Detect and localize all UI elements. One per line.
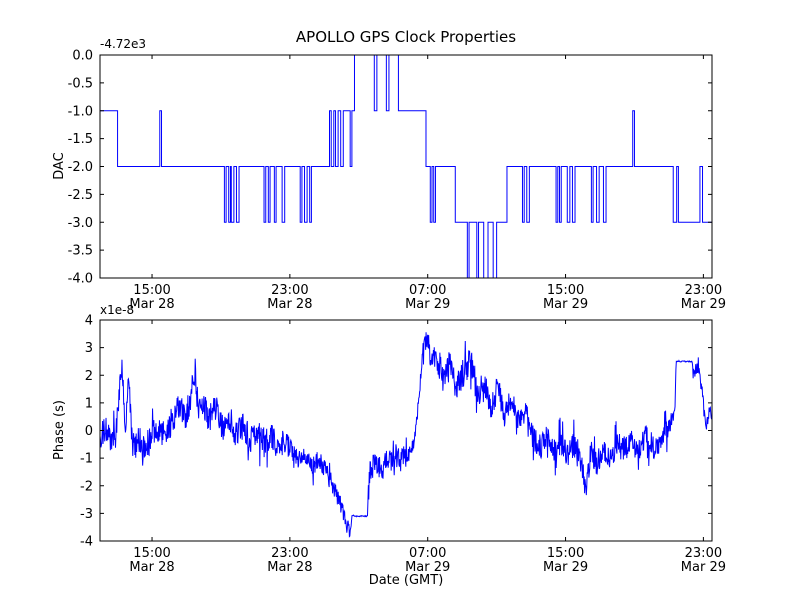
y-tick-label: 3 <box>85 341 93 356</box>
y-tick-label: 4 <box>85 314 93 329</box>
y-tick-label: 2 <box>85 369 93 384</box>
y-tick-label: -1 <box>80 452 93 467</box>
top-subplot: 0.0 -0.5 -1.0 -1.5 -2.0 -2.5 -3.0 -3.5 -4.0 15:00… <box>68 49 726 313</box>
x-tick-date-label: Mar 28 <box>267 297 312 312</box>
x-tick-time-label: 23:00 <box>685 283 722 298</box>
x-tick-date-label: Mar 29 <box>405 560 450 575</box>
x-tick-date-label: Mar 29 <box>543 560 588 575</box>
dac-line <box>100 55 712 278</box>
dac-axis-label: DAC <box>52 152 67 180</box>
y-tick-label: -3 <box>80 507 93 522</box>
y-tick-label: -2.0 <box>68 160 93 175</box>
x-tick-date-label: Mar 28 <box>267 560 312 575</box>
phase-scale-label: x1e-8 <box>100 303 134 317</box>
y-tick-label: -0.5 <box>68 76 93 91</box>
y-tick-label: 0 <box>85 424 93 439</box>
x-tick-date-label: Mar 29 <box>543 297 588 312</box>
x-tick-time-label: 23:00 <box>271 546 308 561</box>
y-tick-label: -3.0 <box>68 216 93 231</box>
phase-axis-label: Phase (s) <box>52 400 67 460</box>
phase-line <box>100 332 712 538</box>
x-axis-label: Date (GMT) <box>369 573 444 588</box>
y-tick-label: -2.5 <box>68 188 93 203</box>
y-tick-label: -4.0 <box>68 272 93 287</box>
x-tick-time-label: 07:00 <box>409 546 446 561</box>
x-tick-time-label: 15:00 <box>133 283 170 298</box>
y-tick-label: -1.5 <box>68 132 93 147</box>
x-tick-time-label: 07:00 <box>409 283 446 298</box>
x-tick-time-label: 15:00 <box>547 283 584 298</box>
y-tick-label: -4 <box>80 535 93 550</box>
x-tick-date-label: Mar 29 <box>681 297 726 312</box>
y-tick-label: 1 <box>85 396 93 411</box>
x-tick-date-label: Mar 29 <box>681 560 726 575</box>
x-tick-date-label: Mar 28 <box>129 297 174 312</box>
x-tick-time-label: 23:00 <box>271 283 308 298</box>
x-tick-date-label: Mar 28 <box>129 560 174 575</box>
y-tick-label: -2 <box>80 479 93 494</box>
y-tick-label: -3.5 <box>68 244 93 259</box>
y-tick-label: 0.0 <box>72 49 93 64</box>
y-tick-label: -1.0 <box>68 104 93 119</box>
x-tick-time-label: 23:00 <box>685 546 722 561</box>
axes-frame <box>99 319 713 542</box>
x-tick-date-label: Mar 29 <box>405 297 450 312</box>
x-tick-time-label: 15:00 <box>133 546 170 561</box>
dac-y-offset-label: -4.72e3 <box>100 37 146 51</box>
x-tick-time-label: 15:00 <box>547 546 584 561</box>
chart-title: APOLLO GPS Clock Properties <box>296 28 516 46</box>
